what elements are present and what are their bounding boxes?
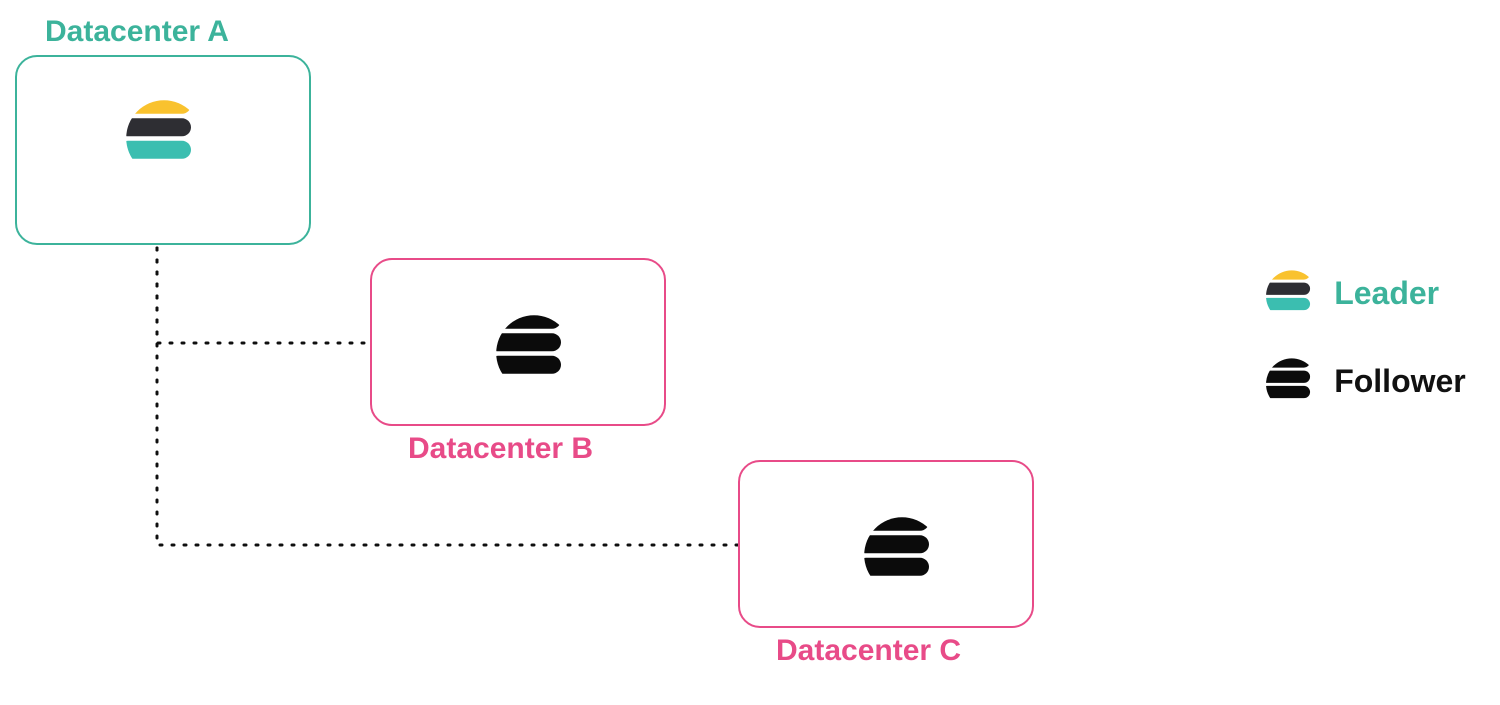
elastic-leader-icon — [1255, 260, 1316, 326]
elastic-follower-icon — [480, 300, 570, 395]
elastic-follower-icon — [848, 502, 938, 597]
legend-leader-label: Leader — [1334, 275, 1439, 312]
legend-row-leader: Leader — [1255, 260, 1466, 326]
elastic-follower-icon — [1255, 348, 1316, 414]
legend-follower-label: Follower — [1334, 363, 1466, 400]
datacenter-a-label: Datacenter A — [45, 15, 229, 49]
legend-row-follower: Follower — [1255, 348, 1466, 414]
datacenter-c-label: Datacenter C — [776, 634, 961, 668]
elastic-leader-icon — [110, 85, 200, 180]
diagram-stage: Datacenter A Datacenter B — [0, 0, 1500, 705]
legend: Leader Follower — [1255, 260, 1466, 436]
datacenter-b-label: Datacenter B — [408, 432, 593, 466]
